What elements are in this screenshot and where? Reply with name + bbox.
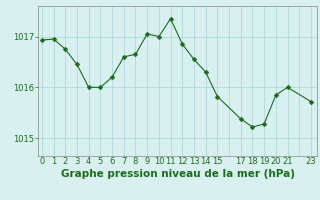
X-axis label: Graphe pression niveau de la mer (hPa): Graphe pression niveau de la mer (hPa) <box>60 169 295 179</box>
